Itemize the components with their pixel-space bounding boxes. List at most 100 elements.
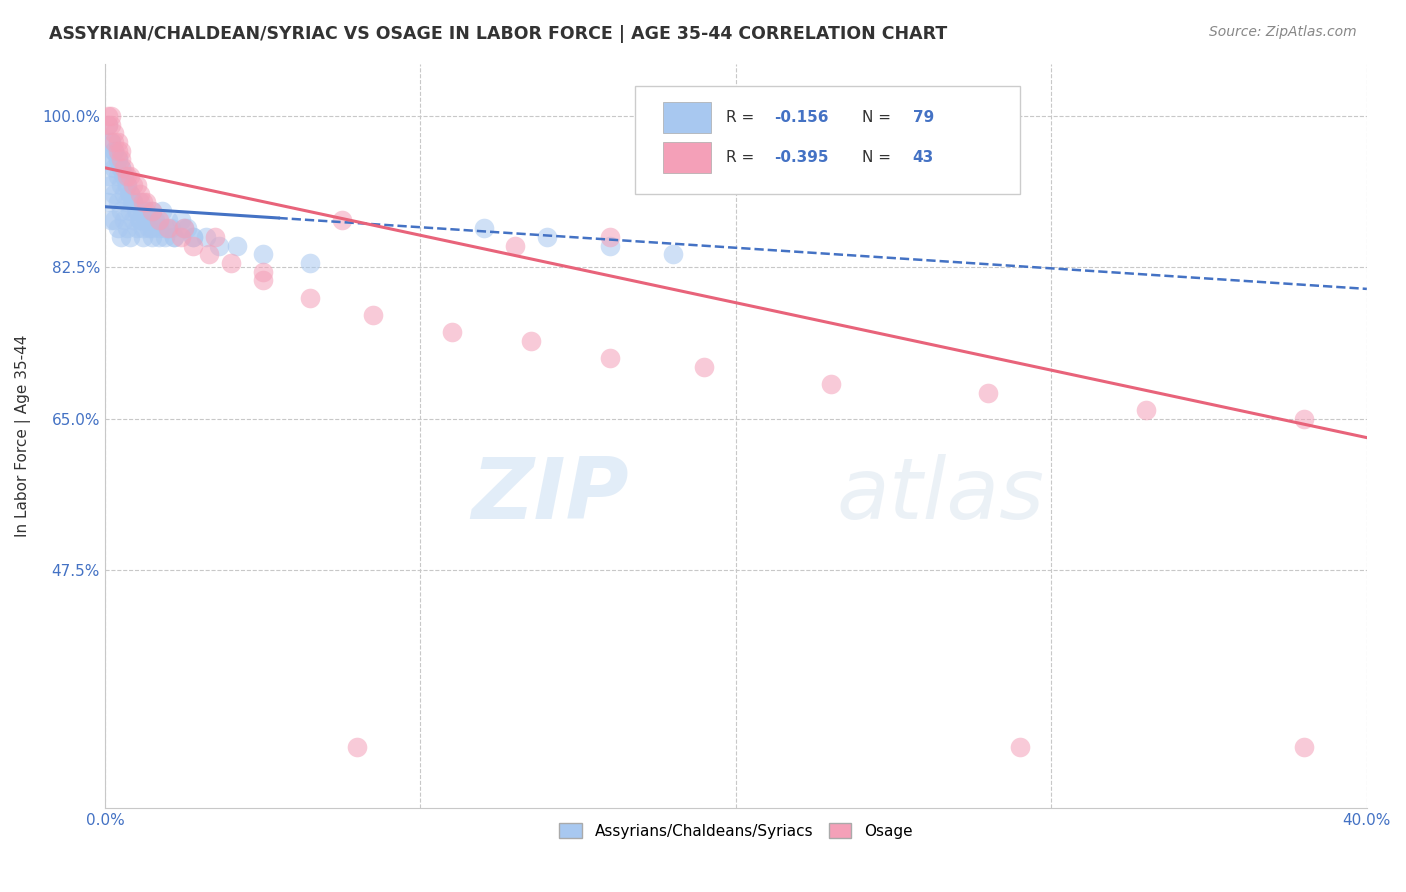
Point: [153, 221, 176, 235]
Point: [110, 152, 132, 166]
Point: [97, 109, 120, 123]
Point: [820, 377, 842, 392]
Point: [148, 212, 170, 227]
Point: [252, 264, 274, 278]
Point: [503, 238, 526, 252]
Point: [181, 230, 204, 244]
Point: [97, 169, 120, 184]
Point: [112, 169, 135, 184]
Point: [181, 230, 204, 244]
Y-axis label: In Labor Force | Age 35-44: In Labor Force | Age 35-44: [15, 334, 31, 537]
Point: [141, 204, 163, 219]
Point: [115, 178, 138, 193]
Point: [157, 221, 180, 235]
Point: [1292, 740, 1315, 755]
Point: [110, 230, 132, 244]
Point: [153, 230, 176, 244]
Text: -0.395: -0.395: [773, 150, 828, 165]
Point: [107, 152, 129, 166]
Point: [120, 186, 142, 201]
Point: [103, 135, 125, 149]
Point: [1292, 411, 1315, 425]
Text: R =: R =: [725, 110, 759, 125]
Point: [135, 195, 157, 210]
Point: [440, 325, 463, 339]
Text: N =: N =: [862, 110, 896, 125]
Point: [112, 161, 135, 175]
Point: [125, 221, 148, 235]
Point: [103, 212, 125, 227]
Text: R =: R =: [725, 150, 759, 165]
Point: [132, 230, 155, 244]
Point: [122, 195, 145, 210]
Point: [103, 144, 125, 158]
Point: [157, 212, 180, 227]
Point: [125, 204, 148, 219]
Point: [163, 230, 186, 244]
Point: [173, 221, 195, 235]
Point: [103, 144, 125, 158]
Point: [977, 385, 1000, 400]
Text: Source: ZipAtlas.com: Source: ZipAtlas.com: [1209, 25, 1357, 39]
Point: [107, 152, 129, 166]
Point: [1008, 740, 1031, 755]
Point: [120, 204, 142, 219]
Point: [115, 221, 138, 235]
Point: [298, 291, 321, 305]
Point: [219, 256, 242, 270]
Point: [120, 186, 142, 201]
Point: [97, 152, 120, 166]
Point: [115, 195, 138, 210]
Point: [122, 195, 145, 210]
Point: [103, 126, 125, 140]
Point: [97, 118, 120, 132]
Point: [110, 144, 132, 158]
Point: [170, 212, 193, 227]
Point: [181, 238, 204, 252]
FancyBboxPatch shape: [662, 102, 710, 133]
Point: [599, 351, 621, 365]
Point: [138, 212, 160, 227]
Point: [100, 152, 122, 166]
Point: [125, 204, 148, 219]
Legend: Assyrians/Chaldeans/Syriacs, Osage: Assyrians/Chaldeans/Syriacs, Osage: [554, 816, 918, 845]
Point: [97, 195, 120, 210]
Point: [148, 221, 170, 235]
Point: [120, 230, 142, 244]
Point: [150, 204, 173, 219]
Point: [107, 195, 129, 210]
Point: [132, 195, 155, 210]
Point: [145, 212, 167, 227]
Text: ASSYRIAN/CHALDEAN/SYRIAC VS OSAGE IN LABOR FORCE | AGE 35-44 CORRELATION CHART: ASSYRIAN/CHALDEAN/SYRIAC VS OSAGE IN LAB…: [49, 25, 948, 43]
Point: [330, 212, 353, 227]
Text: 79: 79: [912, 110, 934, 125]
Point: [361, 308, 384, 322]
FancyBboxPatch shape: [662, 142, 710, 173]
Text: -0.156: -0.156: [773, 110, 828, 125]
Point: [176, 221, 198, 235]
Point: [226, 238, 249, 252]
Point: [173, 221, 195, 235]
Point: [141, 221, 163, 235]
Point: [298, 256, 321, 270]
Point: [194, 230, 217, 244]
Point: [110, 161, 132, 175]
Point: [107, 135, 129, 149]
Point: [141, 230, 163, 244]
Point: [1135, 403, 1157, 417]
Point: [132, 204, 155, 219]
Point: [112, 169, 135, 184]
Point: [138, 221, 160, 235]
Point: [346, 740, 368, 755]
Point: [97, 118, 120, 132]
Point: [252, 247, 274, 261]
Point: [170, 230, 193, 244]
Point: [135, 204, 157, 219]
Point: [128, 212, 150, 227]
Point: [107, 144, 129, 158]
Text: N =: N =: [862, 150, 896, 165]
Point: [693, 359, 716, 374]
Point: [160, 221, 183, 235]
Point: [599, 238, 621, 252]
Point: [110, 178, 132, 193]
